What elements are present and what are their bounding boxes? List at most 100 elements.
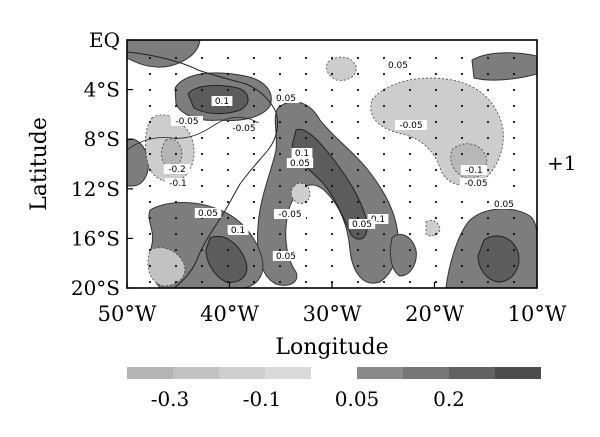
- stipple-dot: [200, 56, 204, 60]
- stipple-dot: [226, 216, 230, 220]
- stipple-dot: [408, 168, 412, 172]
- stipple-dot: [382, 120, 386, 124]
- stipple-dot: [174, 152, 178, 156]
- contour-fields: [127, 40, 537, 288]
- y-axis-title: Latitude: [27, 117, 52, 211]
- stipple-dot: [434, 72, 438, 76]
- stipple-dot: [408, 72, 412, 76]
- stipple-dot: [486, 232, 490, 236]
- stipple-dot: [226, 168, 230, 172]
- stipple-dot: [434, 216, 438, 220]
- stipple-dot: [252, 56, 256, 60]
- stipple-dot: [408, 184, 412, 188]
- contour-label-bg: [274, 209, 306, 219]
- stipple-dot: [434, 152, 438, 156]
- stipple-dot: [382, 264, 386, 268]
- stipple-dot: [226, 152, 230, 156]
- stipple-dot: [278, 264, 282, 268]
- stipple-dot: [304, 168, 308, 172]
- stipple-dot: [226, 264, 230, 268]
- stipple-dot: [486, 168, 490, 172]
- colorbar-positive-swatch: [403, 367, 449, 379]
- stipple-dot: [304, 104, 308, 108]
- stipple-dot: [382, 248, 386, 252]
- stipple-dot: [382, 280, 386, 284]
- contour-label: 0.1: [215, 97, 229, 107]
- stipple-dot: [408, 216, 412, 220]
- stipple-dot: [252, 280, 256, 284]
- stipple-dot: [148, 88, 152, 92]
- contour-label: 0.05: [494, 200, 514, 210]
- stipple-dot: [330, 104, 334, 108]
- stipple-dot: [408, 264, 412, 268]
- stipple-dot: [278, 248, 282, 252]
- y-tick-label: 20°S: [71, 276, 120, 300]
- stipple-dot: [148, 248, 152, 252]
- stipple-dot: [382, 104, 386, 108]
- stipple-dot: [330, 264, 334, 268]
- stipple-dot: [304, 232, 308, 236]
- stipple-dot: [460, 104, 464, 108]
- stipple-dot: [148, 152, 152, 156]
- stipple-dot: [356, 200, 360, 204]
- contour-label-bg: [384, 60, 412, 70]
- stipple-dot: [226, 136, 230, 140]
- stipple-dot: [200, 152, 204, 156]
- colorbar-positive-swatch: [449, 367, 495, 379]
- colorbar-label-neg-0: -0.3: [151, 387, 190, 411]
- stipple-dot: [252, 216, 256, 220]
- coastline: [126, 51, 279, 289]
- stipple-dot: [356, 56, 360, 60]
- stipple-dot: [304, 72, 308, 76]
- contour-label-bg: [227, 225, 249, 235]
- map-axes: 50°W 40°W 30°W 20°W 10°W EQ 4°S 8°S 12°S 16°S 20°S: [71, 28, 567, 326]
- stipple-dot: [382, 184, 386, 188]
- stipple-dot: [174, 216, 178, 220]
- stipple-dot: [356, 232, 360, 236]
- contour-label-bg: [272, 251, 300, 261]
- stipple-dot: [486, 152, 490, 156]
- y-tick-label: 12°S: [71, 177, 120, 201]
- stipple-dot: [512, 168, 516, 172]
- stipple-dot: [252, 72, 256, 76]
- stipple-dot: [434, 88, 438, 92]
- stipple-dot: [200, 200, 204, 204]
- colorbar-label-neg-1: -0.1: [243, 387, 282, 411]
- stipple-dot: [512, 136, 516, 140]
- stipple-dot: [200, 232, 204, 236]
- stipple-dot: [408, 56, 412, 60]
- negative-region-center-spot: [290, 182, 311, 204]
- contour-label: 0.05: [388, 61, 408, 71]
- stipple-dot: [434, 264, 438, 268]
- contour-label: -0.1: [169, 179, 187, 189]
- x-tick-label: 40°W: [200, 302, 259, 326]
- stipple-dot: [148, 72, 152, 76]
- stipple-dot: [408, 136, 412, 140]
- stipple-dot: [200, 72, 204, 76]
- stipple-dot: [200, 104, 204, 108]
- stipple-dot: [174, 232, 178, 236]
- contour-labels: 0.05-0.050.10.050.05-0.05-0.2-0.10.10.05…: [163, 60, 518, 262]
- stipple-dot: [434, 104, 438, 108]
- stipple-dot: [434, 56, 438, 60]
- stipple-dot: [356, 120, 360, 124]
- negative-region-south-spot: [425, 220, 441, 237]
- contour-label: 0.05: [276, 94, 296, 104]
- stipple-dot: [460, 56, 464, 60]
- positive-region-top-right: [471, 52, 537, 81]
- stipple-dot: [252, 248, 256, 252]
- stipple-dot: [304, 264, 308, 268]
- stipple-dot: [382, 200, 386, 204]
- stipple-dot: [174, 248, 178, 252]
- stipple-dot: [486, 72, 490, 76]
- stipple-dot: [356, 248, 360, 252]
- significance-dots: [148, 56, 516, 284]
- stipple-dot: [486, 88, 490, 92]
- stipple-dot: [460, 216, 464, 220]
- stipple-dot: [174, 72, 178, 76]
- y-tick-label: 4°S: [84, 78, 120, 102]
- stipple-dot: [434, 168, 438, 172]
- stipple-dot: [252, 232, 256, 236]
- stipple-dot: [460, 152, 464, 156]
